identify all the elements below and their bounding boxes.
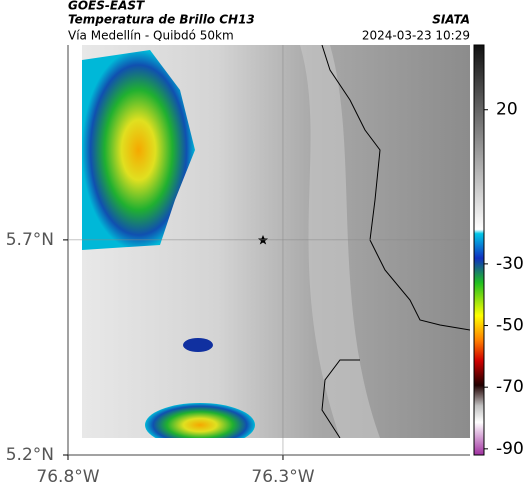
satellite-image: [82, 45, 470, 438]
cloud-band: [300, 45, 380, 438]
colorbar-tick-label: -70: [496, 377, 524, 397]
colorbar-tick-label: -90: [496, 439, 524, 459]
title: Temperatura de Brillo CH13: [68, 13, 255, 27]
convective-cloud: [82, 50, 195, 250]
subtitle: Vía Medellín - Quibdó 50km: [68, 29, 234, 43]
source: GOES-EAST: [68, 0, 145, 13]
colorbar-tick-label: -30: [496, 254, 524, 274]
colorbar-tick-label: -50: [496, 316, 524, 336]
colorbar-tick-label: 20: [496, 100, 518, 120]
x-tick-label: 76.3°W: [251, 467, 314, 487]
convective-cloud: [183, 338, 213, 352]
datetime: 2024-03-23 10:29: [362, 29, 470, 43]
colorbar: [473, 44, 485, 456]
x-tick-label: 76.8°W: [36, 467, 99, 487]
y-tick-label: 5.7°N: [6, 230, 54, 250]
boundary: [321, 45, 470, 438]
y-tick-label: 5.2°N: [6, 445, 54, 465]
convective-cloud: [145, 403, 255, 438]
brand: SIATA: [432, 13, 470, 27]
